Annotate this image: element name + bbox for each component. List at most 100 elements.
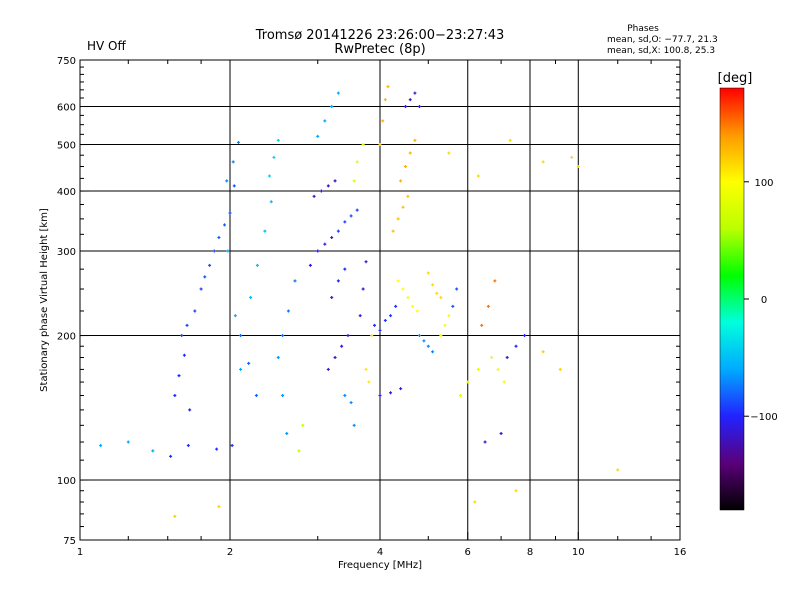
data-point [473,500,477,504]
data-point [451,304,455,308]
data-point [408,151,412,155]
data-point [312,194,316,198]
data-point [399,387,403,391]
data-point [249,296,253,300]
data-point [403,105,407,109]
x-axis-label: Frequency [MHz] [338,560,422,571]
data-point [330,296,334,300]
data-point [364,260,368,264]
x-tick-label: 8 [527,547,533,558]
data-point [483,440,487,444]
data-point [493,279,497,283]
data-point [406,194,410,198]
data-point [576,164,580,168]
data-point [558,367,562,371]
data-point [301,423,305,427]
data-point [231,160,235,164]
y-tick-label: 600 [57,103,76,114]
data-point [394,304,398,308]
data-point [447,151,451,155]
data-point [226,249,230,253]
data-point [297,449,301,453]
data-point [352,179,356,183]
chart-title: Tromsø 20141226 23:26:00−23:27:43 [255,28,505,43]
data-point [336,279,340,283]
data-point [422,339,426,343]
data-point [333,355,337,359]
data-point [570,155,574,159]
data-point [340,344,344,348]
data-point [212,249,216,253]
data-point [343,394,347,398]
data-point [330,236,334,240]
data-point [343,220,347,224]
data-point [276,355,280,359]
data-point [401,287,405,291]
data-point [502,380,506,384]
data-point [188,408,192,412]
data-point [378,328,382,332]
x-tick-label: 10 [572,547,585,558]
data-point [389,391,393,395]
data-point [408,98,412,102]
data-point [480,323,484,327]
data-point [193,309,197,313]
data-point [514,489,518,493]
chart-subtitle: RwPretec (8p) [334,42,425,57]
x-tick-label: 1 [77,547,83,558]
data-point [431,350,435,354]
data-point [476,174,480,178]
data-point [225,179,229,183]
data-point [378,394,382,398]
x-tick-label: 16 [674,547,687,558]
data-point [330,105,334,109]
data-point [186,444,190,448]
data-point [499,432,503,436]
data-point [396,279,400,283]
data-point [364,367,368,371]
data-point [316,134,320,138]
data-point [173,394,177,398]
data-point [505,355,509,359]
data-point [496,367,500,371]
colorbar-tick-label: 100 [754,178,773,189]
data-point [281,394,285,398]
data-point [447,314,451,318]
data-point [217,236,221,240]
data-point [99,444,103,448]
data-point [355,208,359,212]
data-point [361,143,365,147]
data-point [355,160,359,164]
data-point [272,155,276,159]
data-point [349,401,353,405]
data-point [336,91,340,95]
data-point [381,119,385,123]
stats-heading: Phases [627,24,659,34]
data-point [232,184,236,188]
y-axis-ticks: 75 100 200 300 400 500 600 750 [57,56,680,547]
data-point [316,249,320,253]
data-point [403,164,407,168]
plot-area: 1 2 4 6 8 10 16 75 100 200 300 400 500 600 750 [57,56,686,558]
data-point [476,367,480,371]
data-point [269,200,273,204]
data-point [466,380,470,384]
x-tick-label: 2 [227,547,233,558]
data-point [126,440,130,444]
data-point [413,91,417,95]
data-point [255,263,259,267]
data-point [367,380,371,384]
data-point [239,334,243,338]
data-point [326,367,330,371]
data-point [361,287,365,291]
hv-status-label: HV Off [87,39,126,53]
data-point [233,314,237,318]
y-tick-label: 75 [63,536,76,547]
data-point [182,353,186,357]
data-point [358,314,362,318]
data-point [415,309,419,313]
data-point [396,217,400,221]
data-point [431,283,435,287]
data-point [523,334,527,338]
